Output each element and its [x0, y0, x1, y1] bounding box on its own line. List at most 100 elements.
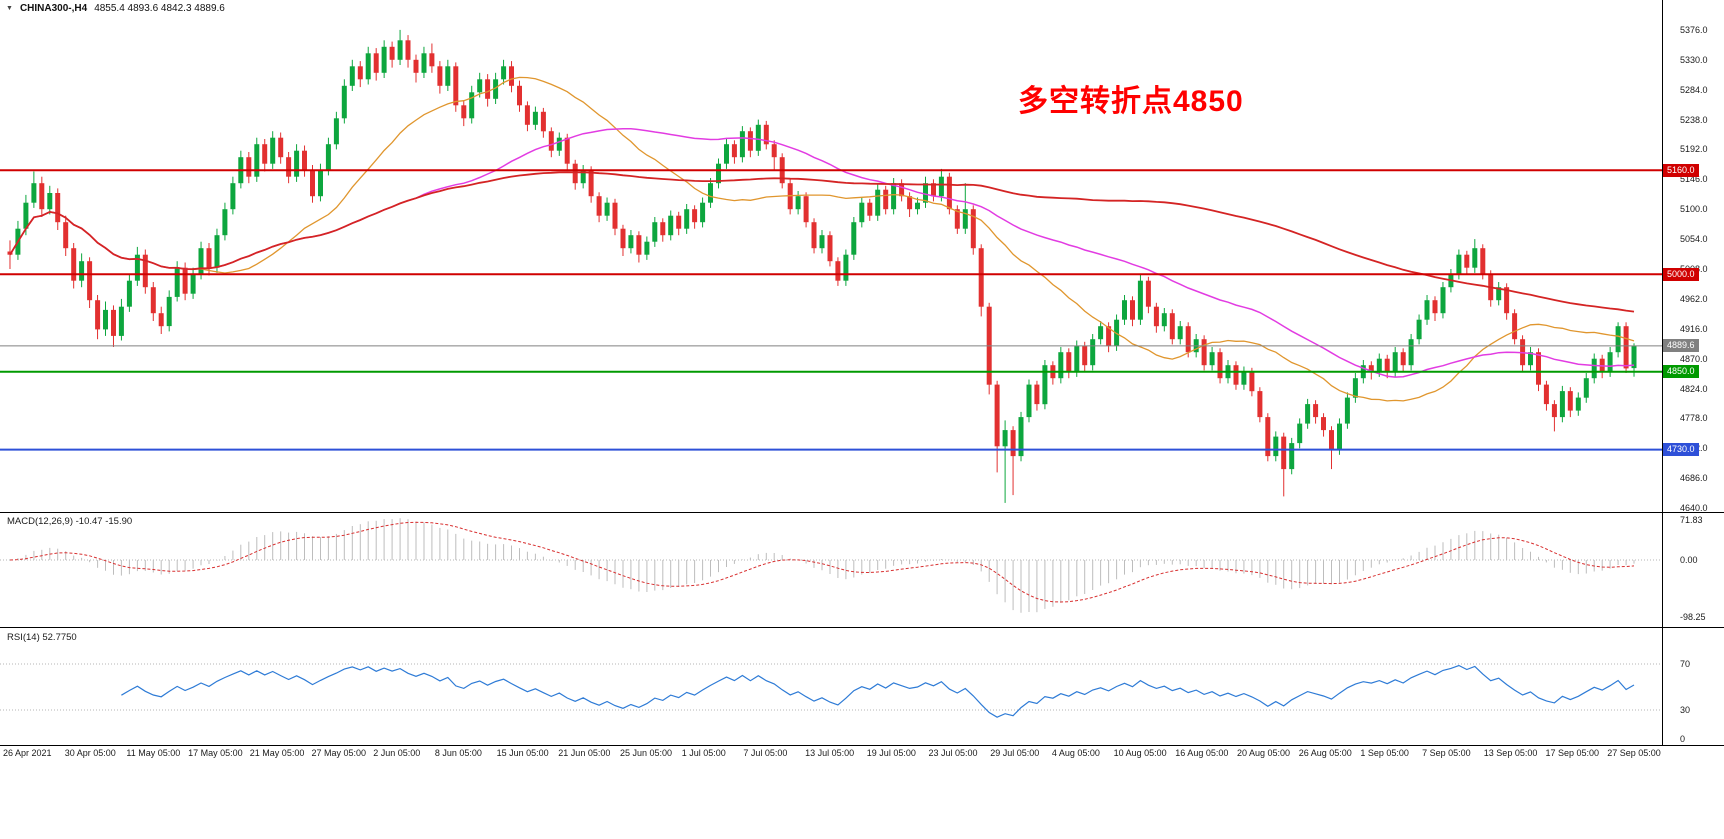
candle	[87, 261, 93, 301]
time-axis-label: 16 Aug 05:00	[1175, 748, 1229, 758]
price-tick-label: 5192.0	[1680, 144, 1708, 155]
chart-canvas[interactable]	[0, 0, 1724, 762]
candle	[517, 85, 522, 106]
candle	[1368, 365, 1374, 372]
candle	[907, 196, 913, 210]
candle	[1337, 423, 1342, 450]
candle	[1321, 417, 1326, 431]
candle	[978, 248, 984, 307]
candle	[118, 306, 124, 336]
candle	[270, 137, 276, 164]
candle	[1424, 300, 1430, 320]
price-line-badge: 4889.6	[1663, 339, 1699, 353]
price-tick-label: 4916.0	[1680, 323, 1708, 334]
rsi-axis-label: 0	[1680, 734, 1686, 744]
candle	[405, 40, 411, 60]
candle	[150, 287, 156, 314]
candle	[310, 170, 315, 197]
candle	[1344, 397, 1350, 424]
candle	[1273, 436, 1279, 457]
candle	[206, 248, 212, 268]
time-axis-label: 7 Jul 05:00	[743, 748, 788, 758]
candle	[158, 313, 164, 327]
candle	[747, 131, 753, 151]
candle	[485, 79, 491, 99]
price-axis[interactable]: 5376.0 5330.0 5284.0 5238.0 5192.0 5146.0 5100…	[1662, 0, 1724, 762]
time-axis-label: 11 May 05:00	[126, 748, 181, 758]
candle	[548, 131, 554, 151]
candle	[1114, 319, 1120, 346]
time-axis-label: 21 Jun 05:00	[558, 748, 611, 758]
candle	[1536, 352, 1541, 385]
rsi-indicator-label: RSI(14) 52.7750	[7, 632, 77, 643]
candle	[1512, 313, 1518, 340]
price-tick-label: 4870.0	[1680, 353, 1708, 364]
candle	[222, 209, 228, 236]
candle	[867, 202, 873, 216]
candle	[1567, 391, 1573, 411]
candle	[676, 215, 682, 229]
candle	[389, 46, 395, 60]
candle	[1416, 319, 1422, 340]
time-axis[interactable]: 26 Apr 2021 30 Apr 05:00 11 May 05:00 17 Ma…	[0, 745, 1724, 762]
candle	[182, 267, 188, 294]
macd-signal-line	[9, 521, 1635, 603]
candle	[413, 59, 419, 73]
candle	[1217, 352, 1223, 379]
candle	[79, 261, 85, 281]
time-axis-label: 27 May 05:00	[311, 748, 367, 758]
time-axis-label: 10 Aug 05:00	[1113, 748, 1167, 758]
price-tick-label: 5100.0	[1680, 204, 1708, 215]
candle	[668, 215, 674, 236]
candle	[708, 183, 713, 203]
candle	[294, 150, 300, 177]
candle	[333, 118, 339, 145]
candle	[278, 137, 284, 158]
time-axis-label: 7 Sep 05:00	[1422, 748, 1471, 758]
candle	[397, 40, 403, 60]
candle	[47, 193, 53, 210]
candle	[994, 384, 1000, 447]
rsi-axis-label: 30	[1680, 705, 1691, 715]
candle	[71, 248, 77, 281]
ma-line-ma-fast	[9, 76, 1635, 402]
candle	[421, 53, 427, 73]
price-line-badge: 5160.0	[1663, 163, 1699, 177]
candle	[1281, 436, 1287, 470]
candle	[644, 241, 650, 255]
candle	[111, 309, 116, 336]
price-line-badge: 4730.0	[1663, 443, 1699, 457]
annotation-text[interactable]: 多空转折点4850	[1018, 85, 1244, 118]
candle	[946, 176, 952, 210]
candle	[1177, 326, 1183, 340]
candle	[556, 137, 562, 151]
candle	[596, 196, 602, 216]
macd-axis-label: -98.25	[1680, 612, 1706, 623]
candle	[1257, 391, 1263, 418]
candle	[174, 267, 180, 297]
macd-axis-label: 71.83	[1680, 515, 1703, 525]
candle	[286, 157, 292, 177]
candle	[771, 144, 777, 158]
candle	[325, 144, 331, 171]
candle	[612, 202, 618, 229]
candle	[302, 150, 307, 171]
candle	[1145, 280, 1151, 307]
price-tick-label: 5284.0	[1680, 84, 1708, 95]
candle	[739, 131, 745, 158]
ma-line-ma-slow	[9, 171, 1635, 313]
candle	[453, 66, 459, 106]
candle	[1153, 306, 1159, 327]
time-axis-label: 26 Aug 05:00	[1298, 748, 1352, 758]
candle	[1026, 384, 1032, 418]
price-tick-label: 5146.0	[1680, 174, 1708, 185]
candle	[357, 66, 363, 80]
time-axis-label: 23 Jul 05:00	[928, 748, 978, 758]
candle	[532, 111, 538, 125]
candle	[246, 157, 252, 177]
candle	[588, 170, 594, 197]
candle	[365, 53, 371, 80]
candle	[1058, 352, 1064, 379]
candle	[1313, 404, 1319, 418]
